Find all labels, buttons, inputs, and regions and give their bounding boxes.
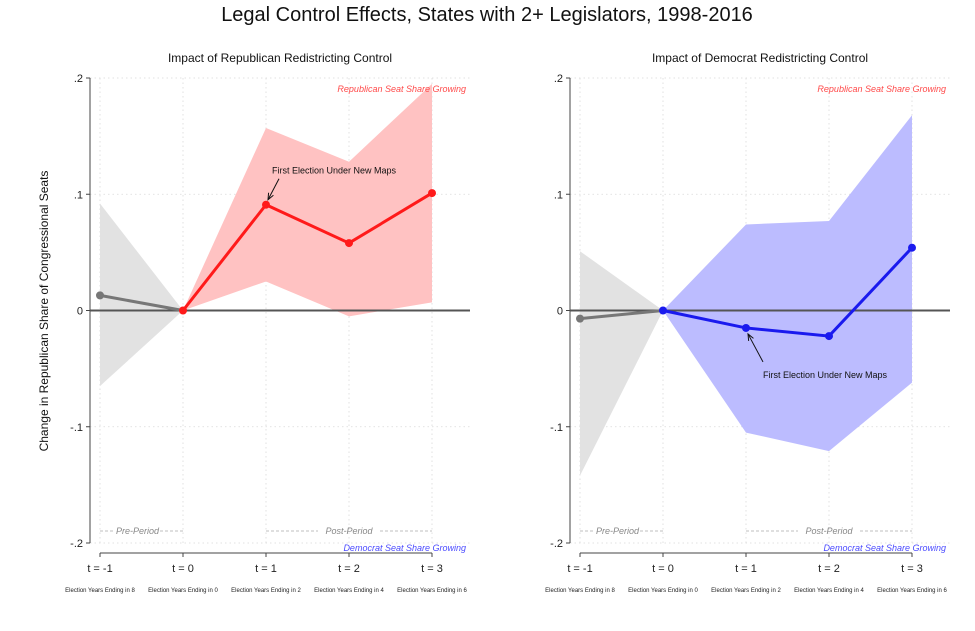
pre-period-ci-band: [100, 203, 183, 387]
post-period-point: [179, 306, 187, 315]
panels: Impact of Republican Redistricting Contr…: [65, 51, 950, 594]
chart-panel-2: Impact of Democrat Redistricting Control…: [545, 51, 950, 594]
annotation-arrow-shaft: [267, 178, 280, 200]
note-democrat-growing: Democrat Seat Share Growing: [343, 543, 466, 553]
post-period-point: [428, 189, 436, 198]
x-tick-note: Election Years Ending in 2: [711, 588, 781, 594]
x-tick-note: Election Years Ending in 8: [545, 588, 615, 594]
annotation-arrow-head: [267, 192, 274, 201]
post-period-label: Post-Period: [325, 526, 373, 536]
x-tick-label: t = 2: [338, 563, 360, 575]
y-tick-label: .2: [74, 73, 83, 85]
y-tick-label: -.2: [550, 538, 563, 550]
y-tick-label: .2: [554, 73, 563, 85]
panel-title: Impact of Democrat Redistricting Control: [652, 51, 868, 65]
pre-period-label: Pre-Period: [596, 526, 640, 536]
pre-period-point: [96, 291, 104, 300]
x-tick-note: Election Years Ending in 0: [628, 588, 698, 594]
post-period-point: [742, 323, 750, 332]
y-tick-label: -.2: [70, 538, 83, 550]
post-period-point: [659, 306, 667, 315]
x-tick-note: Election Years Ending in 4: [794, 588, 864, 594]
pre-period-point: [576, 314, 584, 323]
pre-period-line: [99, 293, 184, 312]
x-tick-label: t = 1: [255, 563, 277, 575]
x-tick-note: Election Years Ending in 8: [65, 588, 135, 594]
x-tick-note: Election Years Ending in 6: [877, 588, 947, 594]
y-tick-label: -.1: [550, 422, 563, 434]
y-tick-label: 0: [557, 306, 563, 318]
annotation-arrow-shaft: [747, 333, 764, 363]
y-tick-label: 0: [77, 306, 83, 318]
post-period-ci-band: [183, 83, 432, 317]
x-tick-label: t = 0: [652, 563, 674, 575]
pre-period-ci-band: [580, 251, 663, 476]
annotation-label: First Election Under New Maps: [763, 370, 888, 380]
post-period-point: [825, 332, 833, 341]
annotation-label: First Election Under New Maps: [272, 166, 397, 176]
x-tick-label: t = 3: [421, 563, 443, 575]
note-republican-growing: Republican Seat Share Growing: [337, 84, 466, 94]
x-tick-label: t = 0: [172, 563, 194, 575]
note-democrat-growing: Democrat Seat Share Growing: [823, 543, 946, 553]
post-period-ci-band: [663, 115, 912, 452]
post-period-point: [345, 239, 353, 248]
note-republican-growing: Republican Seat Share Growing: [817, 84, 946, 94]
x-tick-label: t = 3: [901, 563, 923, 575]
x-tick-note: Election Years Ending in 0: [148, 588, 218, 594]
x-tick-label: t = 1: [735, 563, 757, 575]
post-period-point: [908, 243, 916, 252]
y-axis-label: Change in Republican Share of Congressio…: [37, 171, 51, 452]
x-tick-note: Election Years Ending in 4: [314, 588, 384, 594]
chart-panel-1: Impact of Republican Redistricting Contr…: [65, 51, 470, 594]
y-tick-label: .1: [554, 189, 563, 201]
annotation-arrow-head: [747, 332, 754, 341]
y-tick-label: -.1: [70, 422, 83, 434]
post-period-line: [662, 246, 914, 338]
panel-title: Impact of Republican Redistricting Contr…: [168, 51, 392, 65]
x-tick-note: Election Years Ending in 2: [231, 588, 301, 594]
x-tick-label: t = -1: [567, 563, 592, 575]
figure-title: Legal Control Effects, States with 2+ Le…: [221, 4, 753, 26]
x-tick-note: Election Years Ending in 6: [397, 588, 467, 594]
y-tick-label: .1: [74, 189, 83, 201]
post-period-line: [181, 191, 433, 312]
post-period-point: [262, 200, 270, 209]
post-period-label: Post-Period: [805, 526, 853, 536]
x-tick-label: t = 2: [818, 563, 840, 575]
x-tick-label: t = -1: [87, 563, 112, 575]
pre-period-line: [579, 309, 664, 321]
pre-period-label: Pre-Period: [116, 526, 160, 536]
